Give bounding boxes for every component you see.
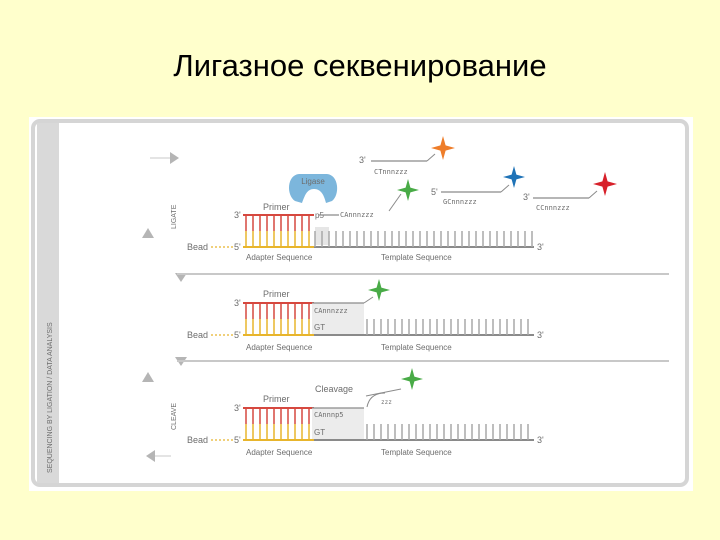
red-probe-3prime: 3' [523,192,530,202]
ligase-enzyme [289,174,338,203]
panel-cleave: Cleavage zzz Primer 3' CAnnnp5 GT Bead 5… [187,368,544,457]
three-prime-label: 3' [234,210,241,220]
arrow-left-icon [146,450,155,462]
side-bar [37,123,59,483]
sequencing-figure: SEQUENCING BY LIGATION / DATA ANALYSIS L… [29,117,693,491]
panel-ligate: Ligase Primer 3' p5 CAnnnzzz Bead 5' [187,136,617,262]
adapter-label: Adapter Sequence [246,253,313,262]
three-prime-end: 3' [537,242,544,252]
bead-label: Bead [187,435,208,445]
adapter-rungs [245,319,310,335]
primer-rungs [245,303,310,319]
primer-rungs [245,215,310,231]
primer-rungs [245,408,310,424]
five-prime-label: 5' [234,435,241,445]
three-prime-end: 3' [537,330,544,340]
template-label: Template Sequence [381,253,452,262]
ligation-diagram: SEQUENCING BY LIGATION / DATA ANALYSIS L… [31,119,689,487]
ligated-probe-box [312,303,364,335]
orange-probe-seq: CTnnnzzz [374,168,408,176]
arrow-up-icon [142,372,154,382]
cleave-step-label: CLEAVE [171,403,178,430]
cleaved-fragment: zzz [381,399,392,406]
arrow-up-icon [142,228,154,238]
probe-tether [388,193,402,212]
blue-probe-5prime: 5' [431,187,438,197]
blue-probe-seq: GCnnnzzz [443,198,477,206]
orange-probe-3prime: 3' [359,155,366,165]
cleavage-label: Cleavage [315,384,353,394]
adapter-rungs [245,231,310,247]
bead-label: Bead [187,330,208,340]
ligase-label: Ligase [301,177,325,186]
adapter-label: Adapter Sequence [246,448,313,457]
adapter-rungs [245,424,310,440]
ligated-probe-box [312,408,364,440]
slide-title: Лигазное секвенирование [173,48,547,83]
three-prime-label: 3' [234,298,241,308]
bound-probe: CAnnnzzz [340,211,374,219]
bound-probe: CAnnnzzz [314,307,348,315]
cleaved-strand [365,388,402,397]
panel-ligated: Primer 3' CAnnnzzz GT Bead 5' 3' Ada [187,279,544,352]
primer-label: Primer [263,394,290,404]
five-prime-label: 5' [234,242,241,252]
three-prime-label: 3' [234,403,241,413]
gt-label: GT [314,428,325,437]
template-label: Template Sequence [381,448,452,457]
bound-probe: CAnnnp5 [314,411,344,419]
arrow-right-icon [170,152,179,164]
template-rungs [314,231,533,247]
template-label: Template Sequence [381,343,452,352]
template-rungs [366,424,529,440]
ligate-step-label: LIGATE [171,204,178,229]
bead-label: Bead [187,242,208,252]
template-rungs [366,319,529,335]
three-prime-end: 3' [537,435,544,445]
primer-label: Primer [263,289,290,299]
gt-label: GT [314,323,325,332]
side-label: SEQUENCING BY LIGATION / DATA ANALYSIS [47,322,54,473]
primer-label: Primer [263,202,290,212]
red-probe-seq: CCnnnzzz [536,204,570,212]
arrow-down-icon [175,273,187,282]
five-prime-label: 5' [234,330,241,340]
adapter-label: Adapter Sequence [246,343,313,352]
